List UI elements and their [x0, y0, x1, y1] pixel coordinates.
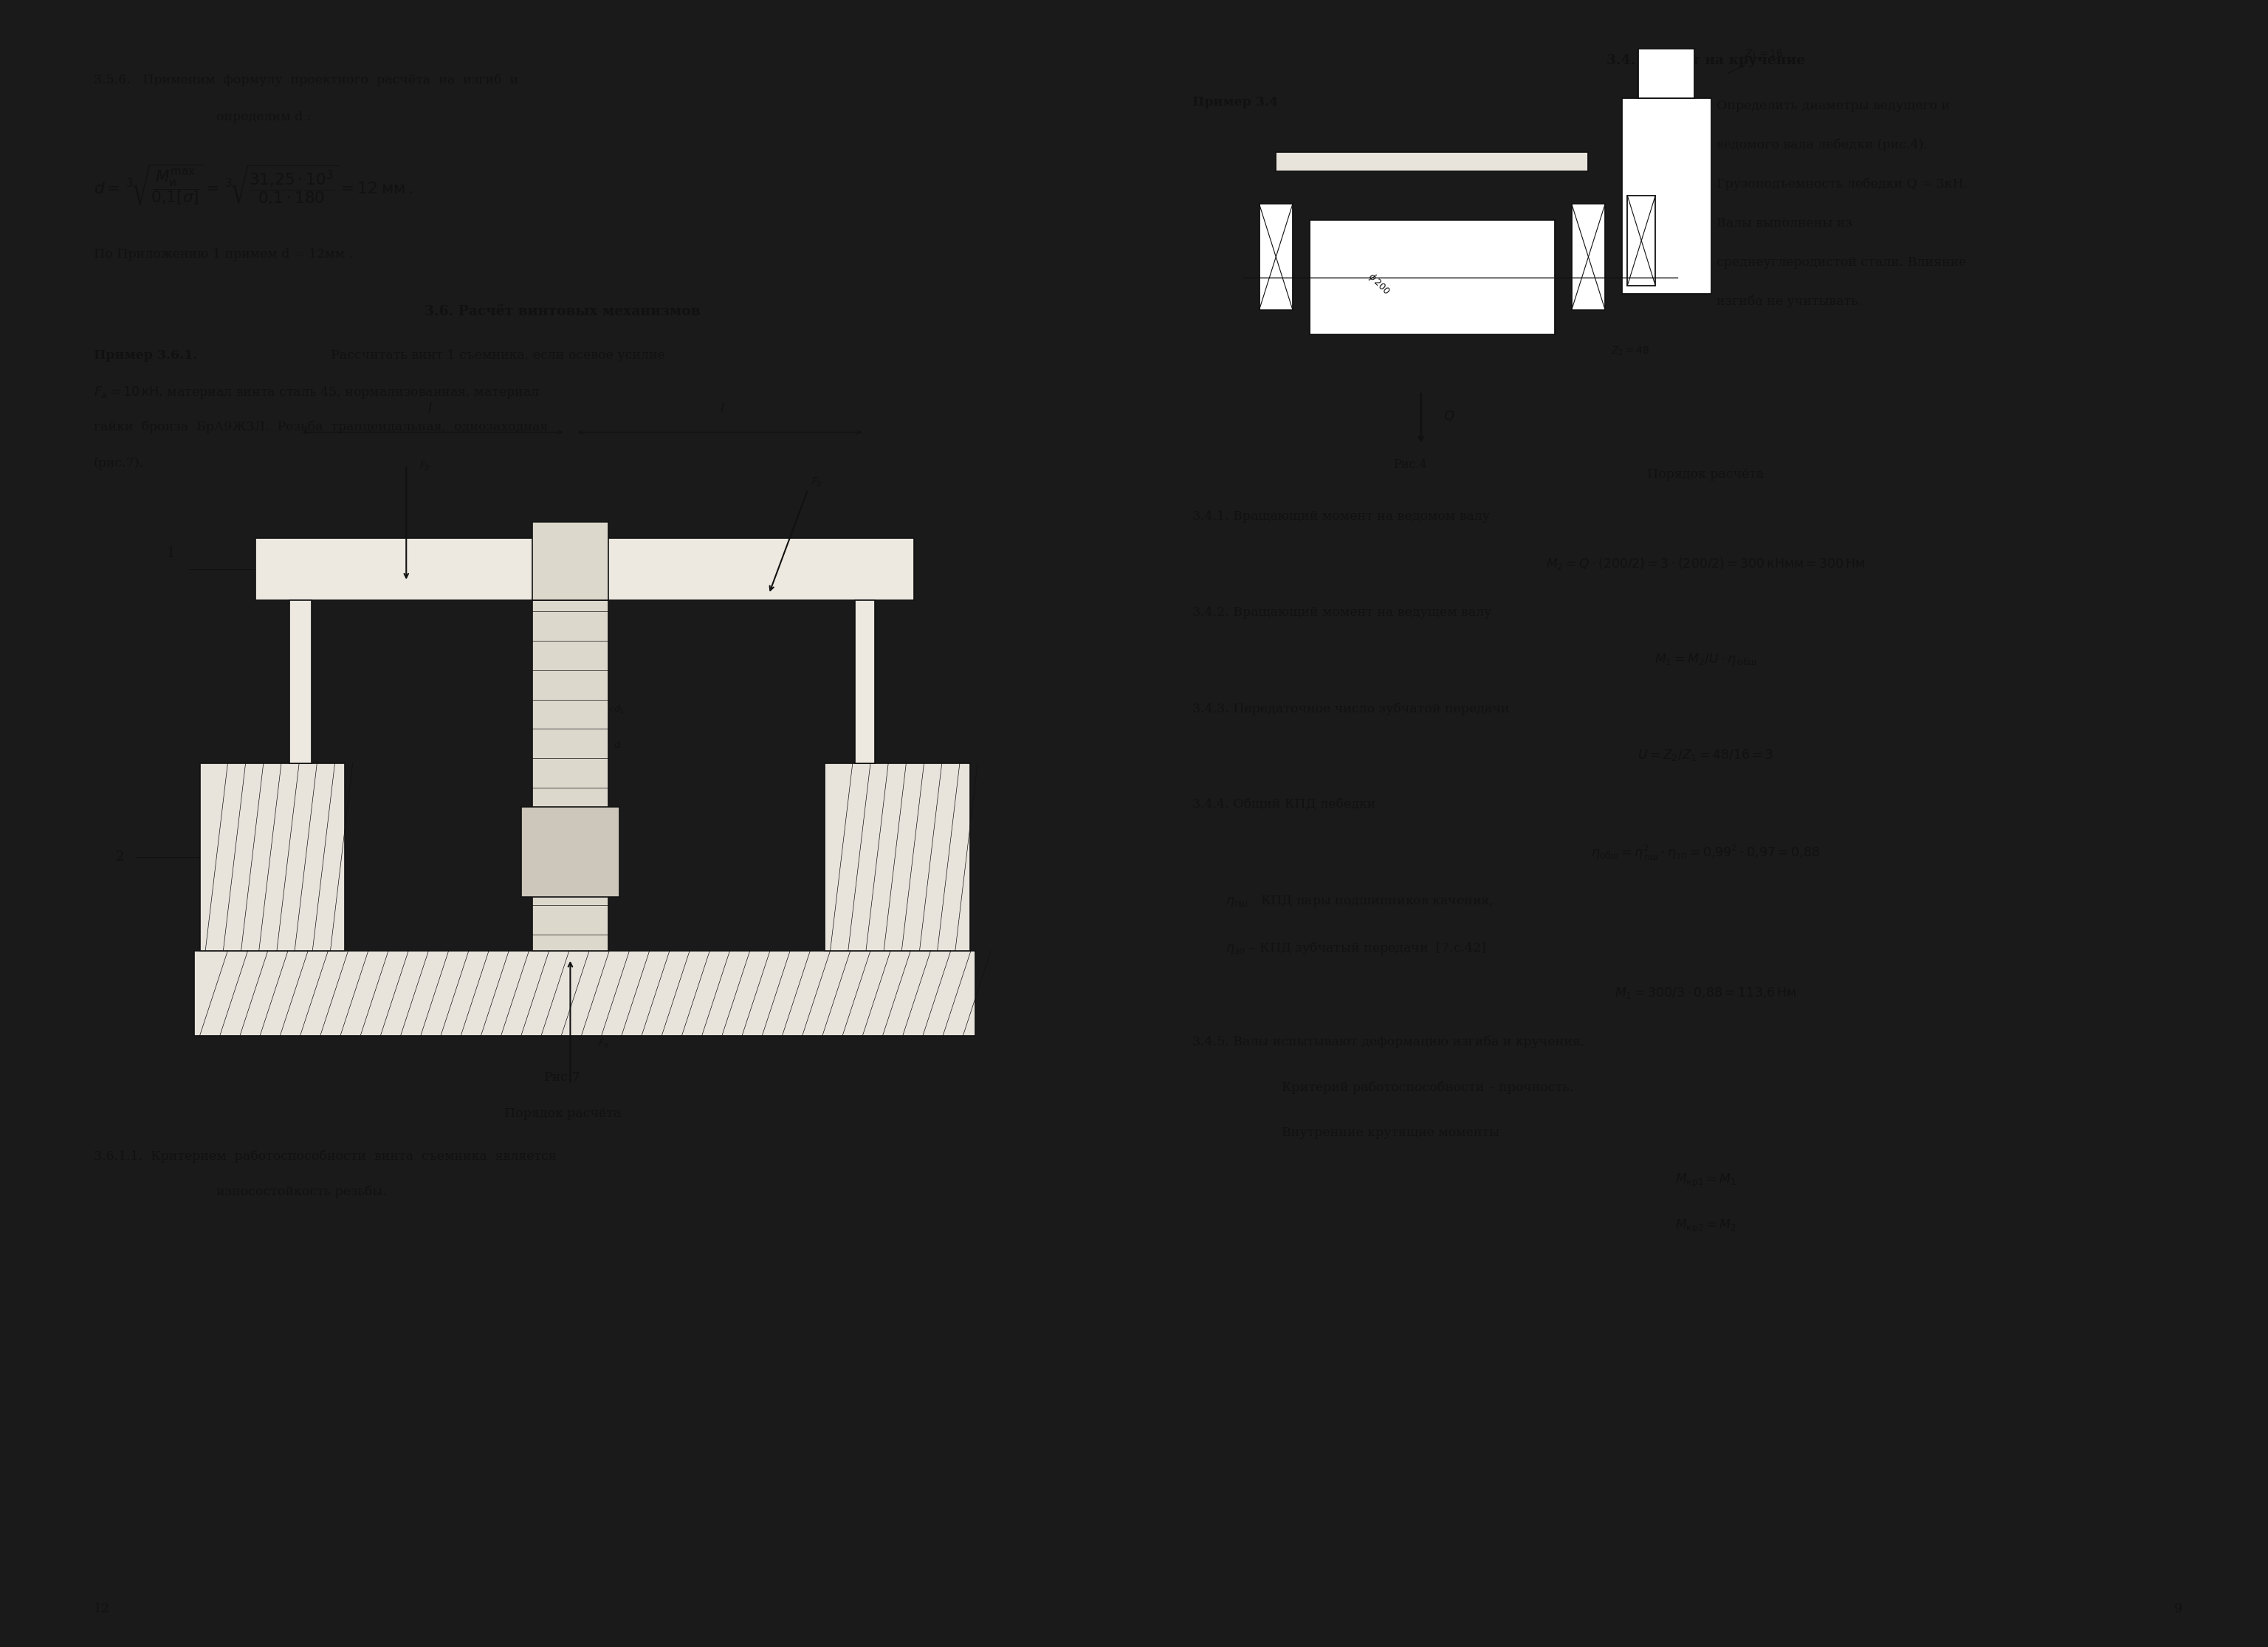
Text: 2: 2: [116, 850, 125, 863]
Text: Критерий работоспособности – прочность.: Критерий работоспособности – прочность.: [1281, 1080, 1574, 1094]
Text: Валы выполнены из: Валы выполнены из: [1717, 217, 1853, 229]
Text: износостойкость резьбы.: износостойкость резьбы.: [215, 1186, 388, 1199]
Text: 9: 9: [2175, 1603, 2182, 1616]
Text: 3.4.5. Валы испытывают деформацию изгиба и кручения.: 3.4.5. Валы испытывают деформацию изгиба…: [1193, 1036, 1585, 1049]
Bar: [826, 763, 971, 950]
Text: $Z_2=48$: $Z_2=48$: [1610, 346, 1649, 357]
Bar: [1277, 152, 1588, 171]
Text: $Z_1=16$: $Z_1=16$: [1744, 48, 1783, 61]
Text: $F_p$: $F_p$: [812, 476, 823, 489]
Bar: [1309, 221, 1556, 334]
Text: Грузоподъемность лебедки Q = 3кН.: Грузоподъемность лебедки Q = 3кН.: [1717, 178, 1969, 191]
Text: 3.4.  Расчет на кручение: 3.4. Расчет на кручение: [1606, 54, 1805, 68]
Text: $l$: $l$: [426, 402, 433, 415]
Text: $M_{\text{кр1}} = M_1$: $M_{\text{кр1}} = M_1$: [1674, 1173, 1737, 1189]
Bar: [1259, 204, 1293, 310]
Bar: [1622, 97, 1710, 293]
Bar: [1572, 204, 1606, 310]
Text: 3.6. Расчёт винтовых механизмов: 3.6. Расчёт винтовых механизмов: [424, 305, 701, 318]
Text: $\eta_{\text{пш}}$   КПД пары подшипников качения,: $\eta_{\text{пш}}$ КПД пары подшипников …: [1225, 894, 1492, 909]
Text: (рис.7).: (рис.7).: [93, 456, 145, 469]
Text: 1: 1: [166, 547, 175, 560]
Text: определим d :: определим d :: [215, 110, 311, 124]
Text: $d$: $d$: [615, 740, 621, 751]
Text: Пример 3.4: Пример 3.4: [1193, 96, 1277, 109]
Text: $Q$: $Q$: [1442, 408, 1454, 423]
Text: По Приложению 1 примем d = 12мм .: По Приложению 1 примем d = 12мм .: [93, 249, 354, 260]
Text: Порядок расчёта: Порядок расчёта: [1647, 468, 1765, 481]
Text: среднеуглеродистой стали. Влияние: среднеуглеродистой стали. Влияние: [1717, 255, 1966, 268]
Text: $M_1 = 300 / 3 \cdot 0{,}88 = 113{,}6\,\text{Нм}$: $M_1 = 300 / 3 \cdot 0{,}88 = 113{,}6\,\…: [1615, 985, 1796, 1000]
Text: 3.4.2. Вращающий момент на ведущем валу: 3.4.2. Вращающий момент на ведущем валу: [1193, 606, 1492, 619]
Text: 3.6.1.1.  Критерием  работоспособности  винта  съемника  является: 3.6.1.1. Критерием работоспособности вин…: [93, 1150, 556, 1163]
Bar: [1637, 49, 1694, 97]
Bar: [1628, 196, 1656, 285]
Text: Пример 3.6.1.: Пример 3.6.1.: [93, 349, 197, 362]
Text: 3.4.1. Вращающий момент на ведомом валу: 3.4.1. Вращающий момент на ведомом валу: [1193, 511, 1490, 524]
Text: изгиба не учитывать.: изгиба не учитывать.: [1717, 295, 1862, 308]
Bar: [195, 950, 975, 1036]
Text: Рассчитать винт 1 съемника, если осевое усилие: Рассчитать винт 1 съемника, если осевое …: [322, 349, 665, 362]
Text: $\eta_{\text{обш}} = \eta^2_{\,\text{пш}} \cdot \eta_{\text{зп}} = 0{,}99^2 \cdo: $\eta_{\text{обш}} = \eta^2_{\,\text{пш}…: [1592, 843, 1819, 863]
Text: 12: 12: [93, 1603, 111, 1616]
Text: Определить диаметры ведущего и: Определить диаметры ведущего и: [1717, 99, 1950, 112]
Text: $d_1$: $d_1$: [615, 703, 624, 715]
Text: $M_1 = M_2 / U \cdot \eta_{\,\text{обш}}$: $M_1 = M_2 / U \cdot \eta_{\,\text{обш}}…: [1653, 652, 1758, 667]
Text: $F_a = 10\,\text{кН}$, материал винта сталь 45, нормализованная, материал: $F_a = 10\,\text{кН}$, материал винта ст…: [93, 385, 540, 400]
Text: 3.4.3. Передаточное число зубчатой передачи: 3.4.3. Передаточное число зубчатой перед…: [1193, 702, 1508, 715]
Text: гайки  бронза  БрА9ЖЗЛ.  Резьба  трапцеидальная,  однозаходная: гайки бронза БрА9ЖЗЛ. Резьба трапцеидаль…: [93, 420, 549, 433]
Text: 3.5.6.   Применим  формулу  проектного  расчёта  на  изгиб  и: 3.5.6. Применим формулу проектного расчё…: [93, 74, 519, 86]
Bar: [533, 522, 608, 600]
Text: $\phi\,200$: $\phi\,200$: [1365, 270, 1393, 296]
Text: $F_p$: $F_p$: [420, 460, 431, 473]
Text: Порядок расчёта: Порядок расчёта: [503, 1107, 621, 1120]
Bar: [256, 539, 914, 600]
Bar: [288, 600, 311, 763]
Bar: [533, 600, 608, 950]
Text: $M_{\text{кр2}} = M_2$: $M_{\text{кр2}} = M_2$: [1674, 1219, 1737, 1235]
Text: $l$: $l$: [721, 402, 726, 415]
Text: Рис.4: Рис.4: [1393, 458, 1427, 471]
Bar: [522, 807, 619, 898]
Text: $\eta_{\text{зп}}$ – КПД зубчатый передачи  [7.с.42]: $\eta_{\text{зп}}$ – КПД зубчатый переда…: [1225, 939, 1486, 955]
Bar: [200, 763, 345, 950]
Text: Внутренние крутящие моменты: Внутренние крутящие моменты: [1281, 1127, 1499, 1140]
Text: Рис.7: Рис.7: [544, 1071, 581, 1084]
Text: $U = Z_2 / Z_1 = 48 / 16 = 3$: $U = Z_2 / Z_1 = 48 / 16 = 3$: [1637, 748, 1774, 763]
Text: $d = \,^3\!\sqrt{\dfrac{M_{\text{и}}^{\max}}{0{,}1[\sigma]}} = \,^3\!\sqrt{\dfra: $d = \,^3\!\sqrt{\dfrac{M_{\text{и}}^{\m…: [93, 163, 413, 208]
Text: ведомого вала лебедки (рис.4).: ведомого вала лебедки (рис.4).: [1717, 138, 1928, 152]
Text: $F_a$: $F_a$: [599, 1038, 610, 1049]
Text: $M_2 = Q \cdot (200 / 2) = 3 \cdot (200 / 2) = 300\,\text{кНмм} = 300\,\text{Нм}: $M_2 = Q \cdot (200 / 2) = 3 \cdot (200 …: [1547, 557, 1864, 572]
Bar: [855, 600, 875, 763]
Text: 3.4.4. Общий КПД лебедки: 3.4.4. Общий КПД лебедки: [1193, 799, 1377, 810]
